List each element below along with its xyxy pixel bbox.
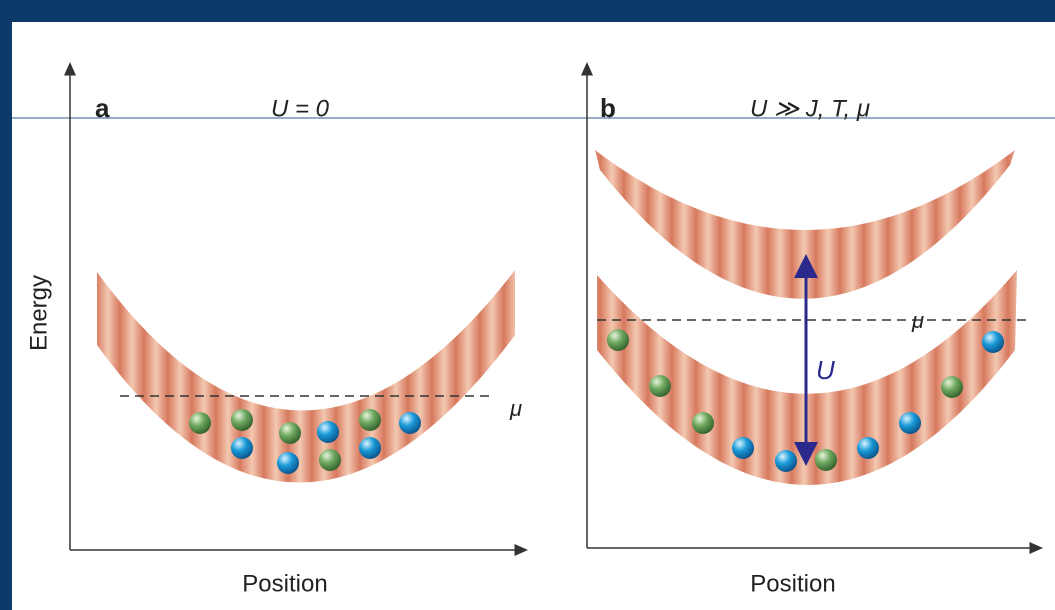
atom [815,449,837,471]
atom [189,412,211,434]
mu-label: μ [911,308,924,333]
atom [899,412,921,434]
atom [277,452,299,474]
atom [359,437,381,459]
y-axis-label: Energy [25,275,52,351]
x-axis-label: Position [242,570,327,597]
x-axis-label: Position [750,570,835,597]
panel-label: a [95,93,110,123]
atom [231,409,253,431]
atom [317,421,339,443]
condition: U = 0 [271,95,330,122]
atom [649,375,671,397]
atom [359,409,381,431]
atom [732,437,754,459]
atom [607,329,629,351]
panel-background [12,22,1055,610]
atom [279,422,301,444]
figure: a U = 0 μ Energy Position b U ≫ J, T, μ … [0,0,1055,610]
atom [231,437,253,459]
atom [692,412,714,434]
atom [857,437,879,459]
gap-label: U [816,355,835,385]
atom [399,412,421,434]
atom [319,449,341,471]
mu-label: μ [509,396,522,421]
atom [941,376,963,398]
atom [775,450,797,472]
condition: U ≫ J, T, μ [750,95,870,122]
atom [982,331,1004,353]
panel-label: b [600,93,616,123]
